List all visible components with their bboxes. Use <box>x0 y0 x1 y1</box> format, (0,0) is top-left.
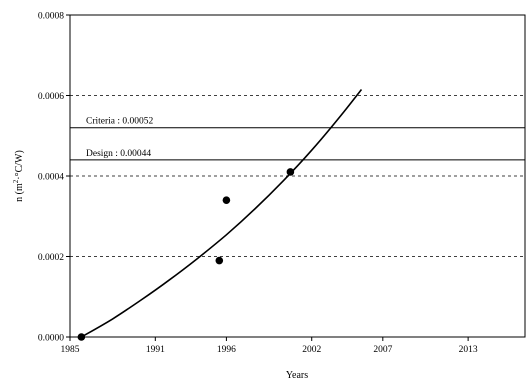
data-point <box>215 256 224 265</box>
reference-line-label: Criteria : 0.00052 <box>86 117 154 127</box>
grid-lines <box>70 95 525 257</box>
data-point <box>222 196 231 204</box>
x-tick-label: 2002 <box>302 345 321 355</box>
x-tick-label: 2013 <box>459 345 478 355</box>
x-axis-title: Years <box>286 370 308 381</box>
y-tick-label: 0.0002 <box>38 253 64 263</box>
y-tick-label: 0.0004 <box>38 173 64 183</box>
x-tick-label: 2007 <box>373 345 392 355</box>
reference-line-label: Design : 0.00044 <box>86 149 151 159</box>
data-points <box>77 168 295 341</box>
reference-lines: Criteria : 0.00052 Design : 0.00044 <box>70 117 525 161</box>
x-tick-label: 1996 <box>217 345 236 355</box>
x-tick-label: 1991 <box>146 345 165 355</box>
y-axis-ticks: 0.0000 0.0002 0.0004 0.0006 0.0008 <box>38 12 70 344</box>
y-tick-label: 0.0000 <box>38 334 64 344</box>
trend-curve <box>81 89 363 338</box>
y-tick-label: 0.0006 <box>38 92 64 102</box>
data-point <box>286 168 295 176</box>
data-point <box>77 333 86 341</box>
y-tick-label: 0.0008 <box>38 12 64 22</box>
y-axis-title: n (m2·°C/W) <box>12 150 25 202</box>
x-tick-label: 1985 <box>61 345 80 355</box>
x-axis-ticks: 1985 1991 1996 2002 2007 2013 <box>61 337 478 355</box>
